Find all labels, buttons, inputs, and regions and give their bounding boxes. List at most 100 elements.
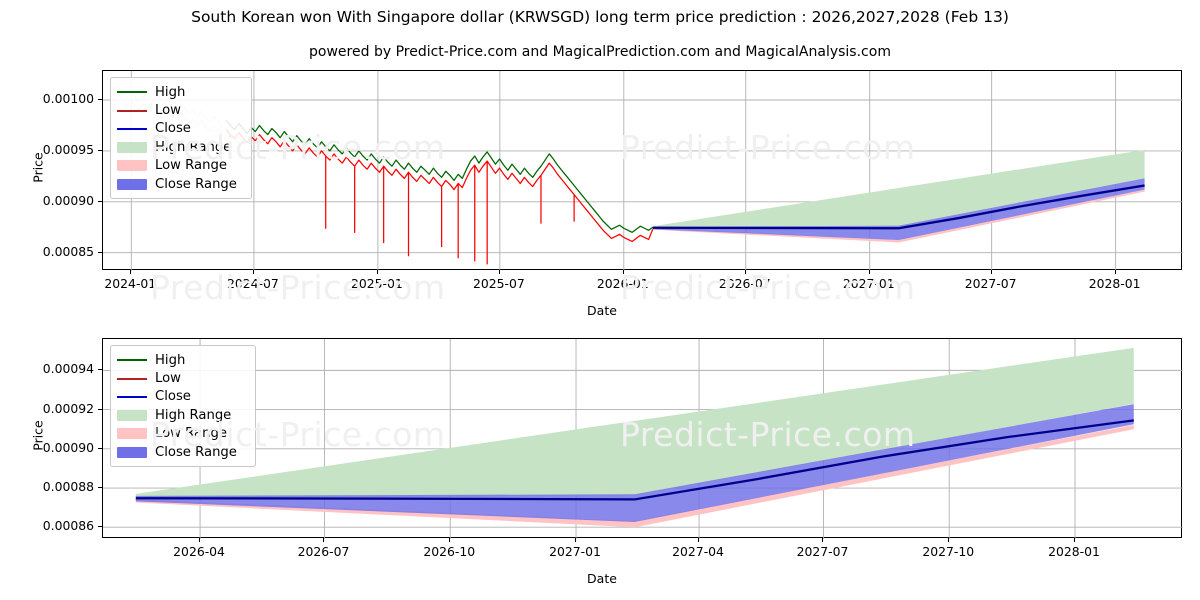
legend-label: High <box>155 352 186 368</box>
legend-label: Low Range <box>155 426 227 442</box>
legend-line-swatch <box>117 359 147 362</box>
y-tick-label: 0.00095 <box>42 141 94 157</box>
x-tick-label: 2026-01 <box>596 276 649 291</box>
x-tick-label: 2027-07 <box>964 276 1017 291</box>
x-tick-label: 2027-10 <box>922 544 975 559</box>
legend-item: High <box>117 351 248 369</box>
y-tick-label: 0.00100 <box>42 91 94 106</box>
legend-label: Low Range <box>155 158 227 174</box>
y-tick-mark <box>98 408 102 410</box>
legend-item: Close <box>117 388 248 406</box>
top-chart-plot-area <box>102 70 1183 271</box>
legend-item: Low Range <box>117 157 244 175</box>
legend-item: Close <box>117 120 244 138</box>
legend-line-swatch <box>117 395 147 398</box>
x-tick-mark <box>990 270 992 274</box>
legend-patch-swatch <box>117 409 147 421</box>
x-tick-label: 2026-07 <box>718 276 771 291</box>
x-tick-label: 2027-01 <box>842 276 895 291</box>
x-tick-mark <box>948 538 950 542</box>
legend-line-swatch <box>117 109 147 112</box>
y-tick-mark <box>98 200 102 202</box>
legend-patch-swatch <box>117 178 147 190</box>
y-tick-label: 0.00086 <box>42 518 94 534</box>
x-tick-label: 2025-07 <box>472 276 525 291</box>
legend-item: Close Range <box>117 175 244 193</box>
x-tick-mark <box>252 270 254 274</box>
legend-label: High <box>155 84 186 100</box>
legend-label: High Range <box>155 407 232 423</box>
bottom-x-axis-label: Date <box>587 571 617 586</box>
x-tick-mark <box>622 270 624 274</box>
x-tick-label: 2028-01 <box>1048 544 1100 559</box>
x-tick-mark <box>575 538 576 542</box>
legend-label: High Range <box>155 139 232 155</box>
top-chart-svg <box>103 71 1183 271</box>
x-tick-mark <box>376 270 378 274</box>
watermark-1: Predict-Price.com <box>150 128 446 167</box>
legend-line-swatch <box>117 127 147 130</box>
x-tick-label: 2024-07 <box>227 276 279 291</box>
x-tick-mark <box>822 538 824 542</box>
legend-label: Close Range <box>155 176 237 192</box>
watermark-2: Predict-Price.com <box>620 128 916 167</box>
watermark-4: Predict-Price.com <box>620 268 916 307</box>
watermark-3: Predict-Price.com <box>150 268 446 307</box>
y-tick-mark <box>98 149 102 151</box>
page-title: South Korean won With Singapore dollar (… <box>191 8 1009 26</box>
legend-patch-swatch <box>117 141 147 153</box>
x-tick-mark <box>744 270 746 274</box>
legend-item: Low <box>117 101 244 119</box>
x-tick-mark <box>868 270 870 274</box>
y-tick-mark <box>98 251 102 253</box>
y-tick-label: 0.00088 <box>42 479 94 495</box>
x-tick-mark <box>498 270 500 274</box>
legend-item: High <box>117 83 244 101</box>
y-tick-label: 0.00094 <box>42 361 94 377</box>
legend-patch-swatch <box>117 446 147 458</box>
y-tick-label: 0.00090 <box>42 439 94 455</box>
x-tick-label: 2024-01 <box>104 276 157 291</box>
y-tick-mark <box>98 369 102 371</box>
legend-item: Low <box>117 369 248 387</box>
x-tick-label: 2026-10 <box>423 544 476 559</box>
x-tick-label: 2026-07 <box>297 544 350 559</box>
x-tick-label: 2025-01 <box>350 276 403 291</box>
bottom-chart-plot-area <box>102 338 1183 539</box>
legend-label: Close <box>155 389 191 405</box>
x-tick-label: 2027-04 <box>672 544 724 559</box>
x-tick-label: 2027-07 <box>796 544 849 559</box>
legend-item: Close Range <box>117 443 248 461</box>
legend-line-swatch <box>117 377 147 380</box>
legend-label: Close Range <box>155 444 237 460</box>
x-tick-label: 2028-01 <box>1088 276 1141 291</box>
page-subtitle: powered by Predict-Price.com and Magical… <box>309 44 891 60</box>
x-tick-mark <box>199 538 201 542</box>
bottom-chart-svg <box>103 339 1183 539</box>
y-tick-mark <box>98 99 102 100</box>
legend-item: High Range <box>117 406 248 424</box>
watermark-6: Predict-Price.com <box>620 415 916 454</box>
x-tick-mark <box>449 538 451 542</box>
watermark-5: Predict-Price.com <box>150 415 446 454</box>
x-tick-mark <box>1114 270 1116 274</box>
x-tick-label: 2026-04 <box>173 544 225 559</box>
y-tick-mark <box>98 526 102 528</box>
y-tick-mark <box>98 487 102 489</box>
legend-label: Close <box>155 121 191 137</box>
x-tick-mark <box>130 270 132 274</box>
x-tick-mark <box>1074 538 1075 542</box>
legend-item: Low Range <box>117 425 248 443</box>
x-tick-mark <box>698 538 700 542</box>
x-tick-mark <box>323 538 325 542</box>
bottom-chart-legend: High Low Close High Range Low Range Close Ran… <box>110 345 256 468</box>
top-x-axis-label: Date <box>587 303 617 318</box>
top-chart-legend: High Low Close High Range Low Range Close Ran… <box>110 77 252 200</box>
y-tick-label: 0.00085 <box>42 243 94 259</box>
legend-label: Low <box>155 103 181 119</box>
x-tick-label: 2027-01 <box>549 544 601 559</box>
y-tick-mark <box>98 447 102 449</box>
legend-item: High Range <box>117 138 244 156</box>
legend-label: Low <box>155 371 181 387</box>
